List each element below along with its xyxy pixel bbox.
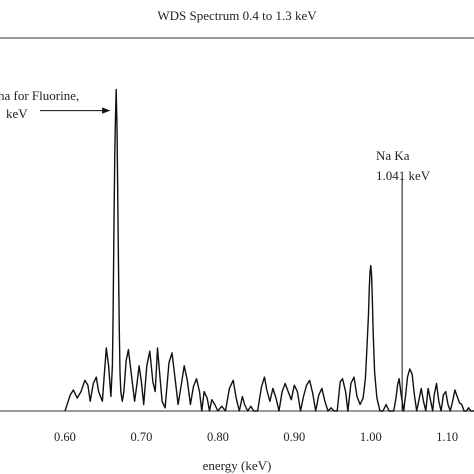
x-tick-label: 0.70 — [130, 430, 152, 444]
x-axis-label: energy (keV) — [203, 458, 272, 473]
x-tick-label: 1.00 — [360, 430, 382, 444]
fluorine-annotation-line1: ha for Fluorine, — [0, 88, 79, 103]
x-tick-label: 1.10 — [436, 430, 458, 444]
x-axis-ticks: 0.500.600.700.800.901.001.10 — [54, 430, 458, 444]
na-annotation-line2: 1.041 keV — [376, 168, 431, 183]
spectrum-line — [64, 88, 474, 412]
fluorine-annotation-line2: keV — [6, 106, 28, 121]
na-annotation-line1: Na Ka — [376, 148, 410, 163]
x-tick-label: 0.60 — [54, 430, 76, 444]
x-tick-label: 0.90 — [283, 430, 305, 444]
chart-title: WDS Spectrum 0.4 to 1.3 keV — [157, 8, 317, 23]
x-tick-label: 0.80 — [207, 430, 229, 444]
